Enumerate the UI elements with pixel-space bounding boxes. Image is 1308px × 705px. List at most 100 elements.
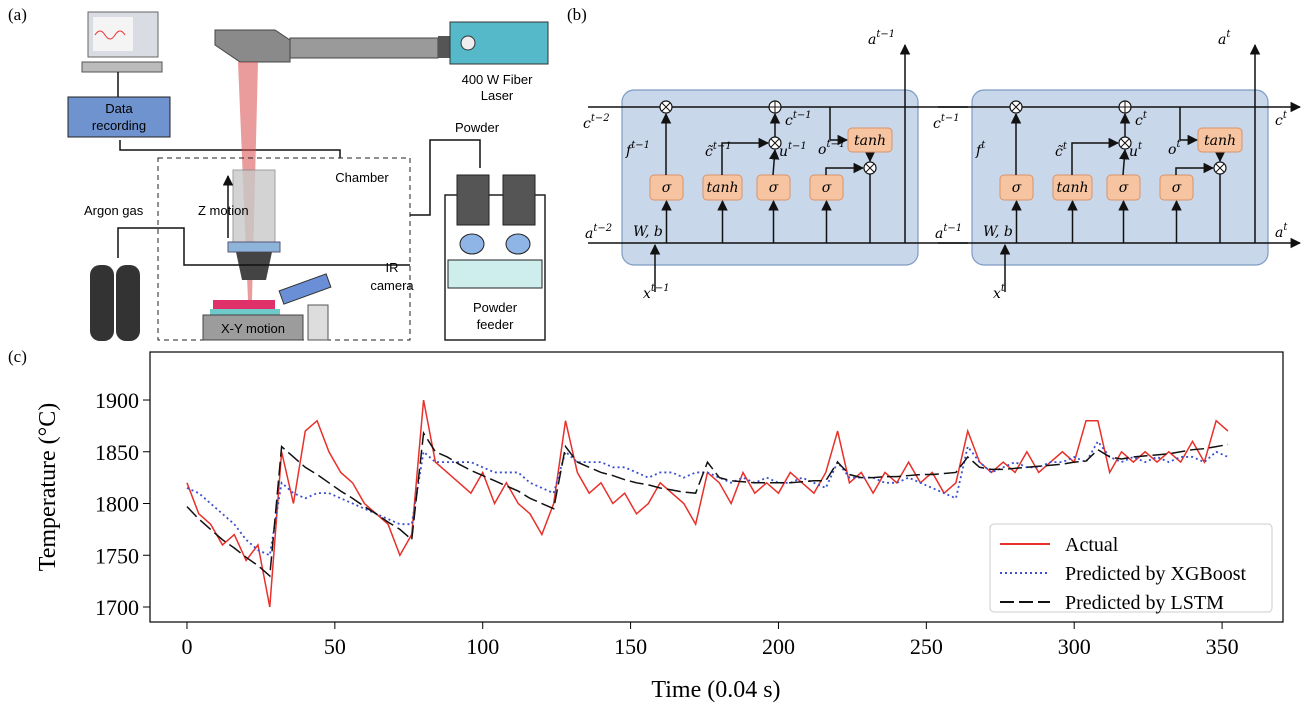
operator-sign [1011,102,1021,112]
superscript: t [1001,283,1006,294]
workpiece [213,300,275,309]
superscript: t−2 [591,113,610,124]
symbol: c [1135,113,1143,129]
gate-label: tanh [706,180,738,196]
series-line [186,439,1229,557]
panel-label: (a) [8,5,27,24]
weights-label: W, b [983,224,1013,240]
symbol: c [785,113,793,129]
math-label: ot [1168,139,1181,158]
cylinder [90,265,114,341]
operator-sign [1215,163,1225,173]
operator-sign [1120,138,1130,148]
data-box [67,96,171,138]
math-label: ut [1129,141,1143,160]
math-label: c̃t [1055,141,1068,160]
plot-frame [149,351,1284,623]
laser-tube [289,37,439,59]
gauge [460,35,476,51]
label: Powder [473,300,518,315]
y-axis-label: Temperature (°C) [35,403,61,572]
connector [1175,162,1215,175]
disk [459,233,485,255]
superscript: t−1 [651,283,670,294]
label: IR [386,260,399,275]
x-tick-label: 300 [1058,634,1091,659]
gate-label: σ [769,180,779,196]
gate-label: tanh [1056,180,1088,196]
y-tick-label: 1900 [95,388,139,413]
math-label: xt [993,283,1006,302]
hopper [502,174,536,226]
math-label: xt−1 [643,283,670,302]
superscript: t [1176,139,1181,150]
x-axis-label: Time (0.04 s) [651,677,780,703]
symbol: c [583,116,591,132]
symbol: f [625,143,634,159]
gate-label: σ [822,180,832,196]
math-label: ft−1 [625,140,650,159]
label: Data [105,101,133,116]
superscript: t−1 [631,140,650,151]
math-label: ct−2 [583,113,610,132]
symbol: f [975,143,984,159]
label: Chamber [335,170,389,185]
operator-sign [661,102,671,112]
math-label: c̃t−1 [705,141,732,160]
superscript: t−1 [793,110,812,121]
legend-label: Actual [1065,534,1119,556]
math-label: at−2 [585,223,612,242]
operator-sign [865,163,875,173]
gate-label: tanh [1204,133,1236,149]
setup-diagram: Data recording 400 W Fiber Laser Chamber… [67,11,549,341]
superscript: t [1138,141,1143,152]
connector [119,140,341,158]
math-label: at [1275,222,1288,241]
math-label: ct−1 [933,113,960,132]
gate-label: σ [1119,180,1129,196]
legend-label: Predicted by LSTM [1065,592,1224,614]
legend-label: Predicted by XGBoost [1065,563,1247,585]
math-label: at−1 [935,223,962,242]
superscript: t−1 [943,223,962,234]
y-tick-label: 1850 [95,440,139,465]
symbol: a [1218,32,1226,48]
math-label: at [1218,29,1231,48]
superscript: t [1283,222,1288,233]
panel-label: (b) [567,5,587,24]
symbol: x [643,286,651,302]
symbol: a [1275,225,1283,241]
y-tick-label: 1750 [95,543,139,568]
x-tick-label: 250 [910,634,943,659]
superscript: t [1283,110,1288,121]
gas-line [117,227,410,266]
laser-head [214,29,291,63]
math-label: at−1 [868,29,895,48]
hopper [456,174,490,226]
camera-stand [307,304,329,341]
panel-label: (c) [8,347,27,366]
connector [1119,148,1130,176]
label: Powder [455,120,500,135]
superscript: t−1 [826,139,845,150]
math-label: ot−1 [818,139,845,158]
x-tick-label: 50 [324,634,346,659]
symbol: o [1168,142,1176,158]
screen-plot [94,30,126,40]
operator-sign [770,138,780,148]
legend-box [989,523,1273,613]
superscript: t−1 [876,29,895,40]
label: Z motion [198,203,249,218]
chart: Time (0.04 s) Temperature (°C) 0 50 100 150… [35,351,1284,703]
fiber-port [438,36,450,58]
connector [769,148,780,176]
gate [1197,127,1243,153]
powder-line [410,139,481,216]
symbol: a [585,226,593,242]
y-tick-label: 1700 [95,595,139,620]
gate-label: σ [1012,180,1022,196]
screen [93,17,133,51]
label: X-Y motion [221,321,285,336]
nozzle [232,169,276,243]
disk [505,233,531,255]
